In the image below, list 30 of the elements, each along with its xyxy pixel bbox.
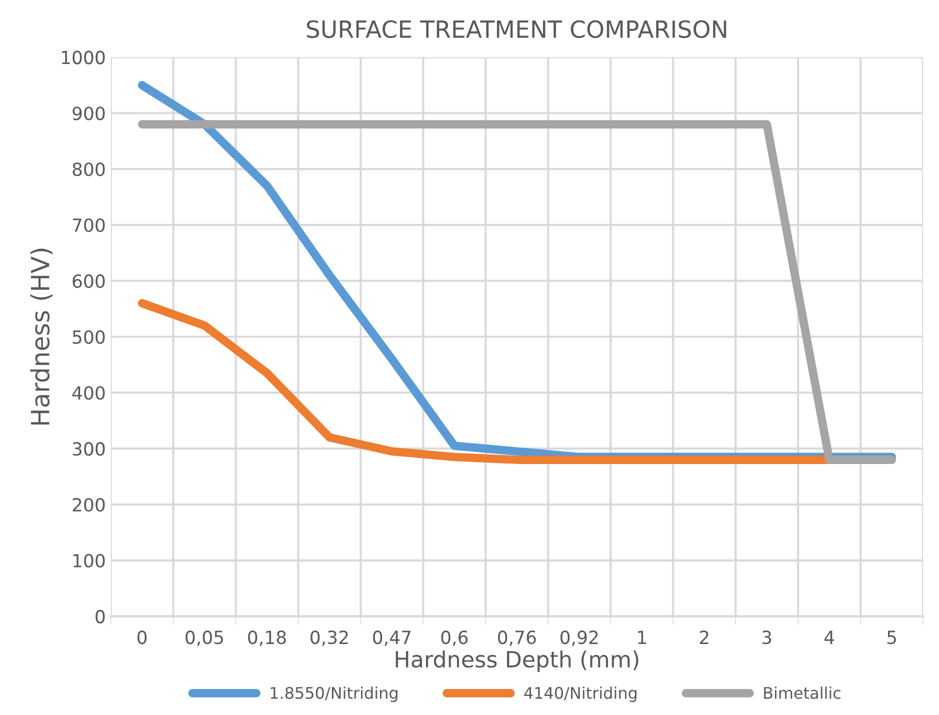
y-tick-label: 400	[72, 386, 105, 400]
x-tick-label: 0	[137, 630, 147, 644]
chart-title: SURFACE TREATMENT COMPARISON	[306, 20, 726, 38]
y-axis-title: Hardness (HV)	[30, 248, 53, 425]
y-tick-label: 700	[72, 218, 105, 232]
y-tick-label: 800	[72, 162, 105, 176]
legend-label: 4140/Nitriding	[524, 686, 636, 702]
y-tick-label: 200	[72, 498, 105, 512]
legend-label: 1.8550/Nitriding	[270, 686, 398, 702]
x-tick-label: 0,18	[248, 630, 286, 646]
x-tick-label: 0,6	[441, 630, 468, 646]
x-tick-label: 0,47	[373, 630, 411, 646]
x-tick-label: 4	[824, 630, 834, 644]
y-tick-label: 1000	[62, 50, 105, 64]
x-tick-label: 5	[887, 630, 896, 644]
y-tick-label: 300	[72, 442, 105, 456]
y-tick-label: 900	[72, 106, 105, 120]
legend-label: Bimetallic	[764, 686, 840, 699]
y-tick-label: 600	[72, 274, 105, 288]
x-tick-label: 3	[762, 630, 772, 644]
x-tick-label: 0,05	[186, 630, 224, 646]
x-axis-title: Hardness Depth (mm)	[396, 650, 638, 672]
x-tick-label: 1	[638, 630, 646, 644]
y-tick-label: 100	[73, 554, 105, 568]
x-tick-label: 0,76	[498, 630, 536, 646]
x-tick-label: 0,92	[560, 630, 598, 646]
y-tick-label: 500	[72, 330, 105, 344]
x-tick-label: 0,32	[310, 630, 348, 646]
y-tick-label: 0	[96, 610, 105, 624]
x-tick-label: 2	[700, 630, 708, 644]
